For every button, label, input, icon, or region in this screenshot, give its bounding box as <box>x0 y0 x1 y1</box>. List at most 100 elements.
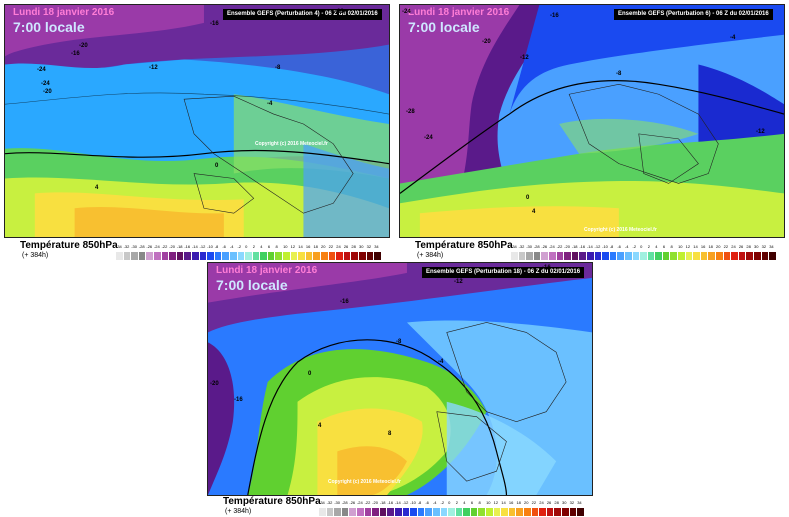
scale-label: -10 <box>207 244 213 249</box>
date-label: Lundi 18 janvier 2016 <box>13 7 115 18</box>
scale-swatch: 6 <box>267 244 276 260</box>
scale-label: -14 <box>586 244 593 249</box>
isotherm-label: -16 <box>340 299 349 305</box>
scale-swatch: 8 <box>670 244 679 260</box>
scale-swatch: -34 <box>319 500 327 516</box>
scale-label: -14 <box>191 244 198 249</box>
scale-label: -6 <box>222 244 226 249</box>
isotherm-label: -4 <box>438 359 444 365</box>
scale-label: -24 <box>356 500 363 505</box>
forecast-panel-2: Lundi 18 janvier 2016 7:00 locale Ensemb… <box>399 4 785 260</box>
scale-label: 32 <box>569 500 575 505</box>
isotherm-label: 4 <box>95 185 99 191</box>
copyright-notice: Copyright (c) 2016 Meteociel.fr <box>255 141 328 147</box>
scale-label: 18 <box>708 244 713 249</box>
isotherm-label: -16 <box>71 51 80 57</box>
scale-swatch: 12 <box>493 500 502 516</box>
scale-label: -2 <box>440 500 445 505</box>
isotherm-label: 0 <box>308 371 312 377</box>
scale-swatch: 16 <box>700 244 709 260</box>
scale-label: -24 <box>153 244 160 249</box>
scale-swatch: -32 <box>326 500 335 516</box>
scale-label: -22 <box>556 244 563 249</box>
scale-swatch: 18 <box>516 500 525 516</box>
scale-label: 12 <box>493 500 499 505</box>
scale-label: 16 <box>700 244 706 249</box>
scale-swatch: -10 <box>602 244 610 260</box>
date-label: Lundi 18 janvier 2016 <box>408 7 510 18</box>
scale-swatch: -4 <box>624 244 633 260</box>
scale-label: -32 <box>518 244 525 249</box>
scale-swatch: 30 <box>754 244 762 260</box>
scale-label: -14 <box>394 500 401 505</box>
copyright-notice: Copyright (c) 2016 Meteociel.fr <box>328 479 401 485</box>
scale-swatch: 22 <box>328 244 337 260</box>
temperature-map-1: Lundi 18 janvier 2016 7:00 locale Ensemb… <box>4 4 390 238</box>
scale-swatch: 22 <box>531 500 540 516</box>
scale-label: 8 <box>670 244 673 249</box>
scale-swatch: -8 <box>609 244 618 260</box>
copyright-notice: Copyright (c) 2016 Meteociel.fr <box>584 227 657 233</box>
scale-label: -12 <box>199 244 206 249</box>
scale-label: -24 <box>548 244 555 249</box>
scale-label: -16 <box>387 500 394 505</box>
scale-swatch: -22 <box>161 244 170 260</box>
isotherm-label: -12 <box>756 129 765 135</box>
isotherm-label: -16 <box>550 13 559 19</box>
scale-label: -22 <box>364 500 371 505</box>
scale-swatch: -18 <box>379 500 388 516</box>
scale-label: 12 <box>290 244 296 249</box>
scale-swatch: -34 <box>511 244 519 260</box>
scale-label: -10 <box>602 244 608 249</box>
scale-swatch: -22 <box>556 244 565 260</box>
scale-swatch: -16 <box>184 244 192 260</box>
scale-label: 16 <box>305 244 311 249</box>
scale-swatch: -32 <box>123 244 132 260</box>
scale-swatch: -26 <box>349 500 357 516</box>
scale-swatch: -4 <box>229 244 238 260</box>
scale-swatch: -26 <box>541 244 549 260</box>
scale-label: 24 <box>731 244 736 249</box>
run-banner: Ensemble GEFS (Perturbation 18) - 06 Z d… <box>422 267 585 278</box>
map-graphic-2 <box>400 5 784 237</box>
scale-swatch: 2 <box>647 244 656 260</box>
isotherm-label: -8 <box>396 339 402 345</box>
isotherm-label: 4 <box>532 209 536 215</box>
scale-swatch: 34 <box>769 244 777 260</box>
scale-swatch: -20 <box>169 244 177 260</box>
time-label: 7:00 locale <box>216 277 288 293</box>
isotherm-label: -12 <box>149 65 158 71</box>
scale-swatch: -6 <box>222 244 230 260</box>
scale-swatch: -12 <box>402 500 411 516</box>
scale-label: -4 <box>624 244 629 249</box>
forecast-panel-1: Lundi 18 janvier 2016 7:00 locale Ensemb… <box>4 4 390 260</box>
scale-label: 6 <box>662 244 666 249</box>
scale-label: 2 <box>252 244 255 249</box>
scale-label: -12 <box>402 500 409 505</box>
scale-swatch: -10 <box>410 500 418 516</box>
scale-label: -18 <box>176 244 183 249</box>
scale-label: -30 <box>131 244 137 249</box>
scale-label: 18 <box>516 500 521 505</box>
scale-swatch: -30 <box>334 500 342 516</box>
scale-swatch: 34 <box>374 244 382 260</box>
scale-swatch: -8 <box>214 244 223 260</box>
time-label: 7:00 locale <box>13 19 85 35</box>
scale-label: 24 <box>336 244 341 249</box>
scale-label: -4 <box>432 500 437 505</box>
scale-label: 22 <box>531 500 537 505</box>
scale-swatch: -12 <box>199 244 208 260</box>
scale-swatch: -10 <box>207 244 215 260</box>
scale-swatch: 12 <box>290 244 299 260</box>
scale-label: 28 <box>554 500 559 505</box>
scale-label: -16 <box>184 244 191 249</box>
scale-swatch: -16 <box>387 500 395 516</box>
scale-label: 10 <box>486 500 491 505</box>
scale-label: 0 <box>245 244 248 249</box>
scale-swatch: 28 <box>746 244 754 260</box>
scale-label: 20 <box>524 500 529 505</box>
scale-swatch: 10 <box>486 500 494 516</box>
scale-label: 28 <box>351 244 356 249</box>
scale-swatch: 24 <box>539 500 547 516</box>
scale-label: -8 <box>214 244 219 249</box>
